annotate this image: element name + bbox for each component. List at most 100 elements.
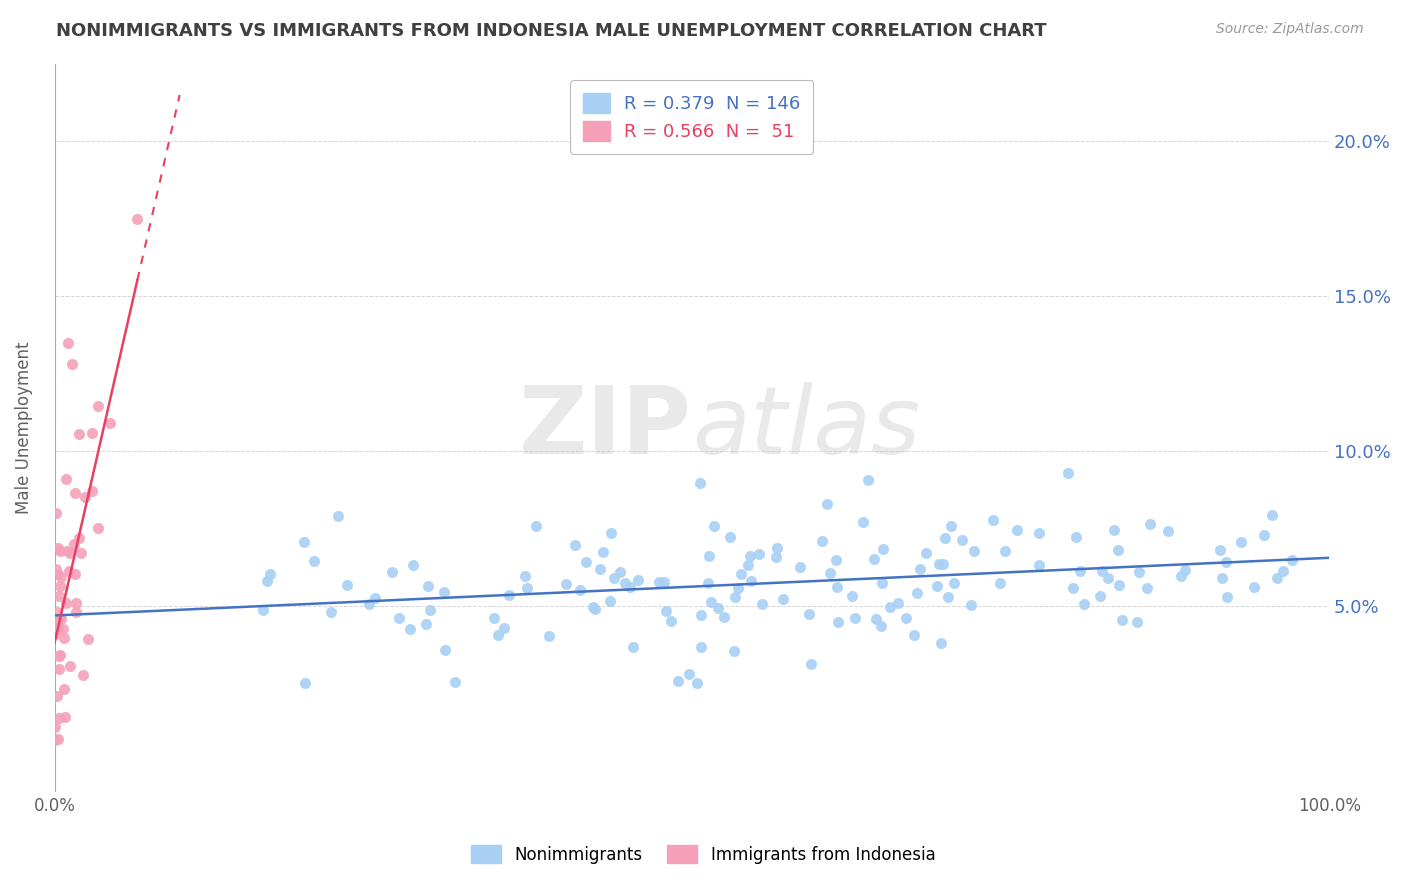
Point [931,557,953,571]
Point [1243,580,1265,594]
Point [65,605,87,619]
Point [1097,571,1119,585]
Point [841,589,863,603]
Point [696,576,718,591]
Point [934,531,956,545]
Point [75,490,97,504]
Point [60,358,83,372]
Point [127,211,149,226]
Point [703,519,725,533]
Point [686,676,709,690]
Point [1215,555,1237,569]
Point [515,569,537,583]
Point [1139,517,1161,532]
Point [844,611,866,625]
Point [336,577,359,591]
Point [44,720,66,734]
Point [1173,563,1195,577]
Point [648,575,671,590]
Point [950,533,973,547]
Point [1005,523,1028,537]
Point [1107,543,1129,558]
Point [55,472,77,486]
Point [865,612,887,626]
Point [1108,578,1130,592]
Point [444,675,467,690]
Y-axis label: Male Unemployment: Male Unemployment [15,342,32,514]
Point [398,622,420,636]
Point [388,611,411,625]
Point [433,584,456,599]
Point [48,589,70,603]
Point [981,513,1004,527]
Point [870,575,893,590]
Point [1088,589,1111,603]
Point [740,574,762,588]
Point [960,598,983,612]
Point [1128,565,1150,579]
Point [45,562,67,576]
Point [524,518,547,533]
Point [44,733,66,747]
Point [879,600,901,615]
Point [852,515,875,529]
Point [402,558,425,572]
Point [766,541,789,555]
Legend: Nonimmigrants, Immigrants from Indonesia: Nonimmigrants, Immigrants from Indonesia [464,838,942,871]
Point [666,674,689,689]
Point [357,597,380,611]
Point [903,628,925,642]
Point [1102,523,1125,537]
Point [872,541,894,556]
Point [907,586,929,600]
Point [52,622,75,636]
Point [87,400,110,414]
Point [723,644,745,658]
Point [1091,564,1114,578]
Point [894,611,917,625]
Point [53,632,76,646]
Point [252,603,274,617]
Point [49,543,72,558]
Point [690,640,713,655]
Point [49,570,72,584]
Point [46,621,69,635]
Point [689,608,711,623]
Point [63,486,86,500]
Point [53,681,76,696]
Point [63,537,86,551]
Point [65,596,87,610]
Point [1261,508,1284,523]
Point [45,506,67,520]
Point [70,546,93,560]
Point [418,579,440,593]
Point [48,579,70,593]
Point [48,612,70,626]
Point [824,553,846,567]
Point [321,605,343,619]
Point [492,621,515,635]
Point [1111,613,1133,627]
Point [936,590,959,604]
Point [740,549,762,563]
Point [48,648,70,663]
Point [433,643,456,657]
Point [963,544,986,558]
Point [928,557,950,571]
Point [1281,553,1303,567]
Point [589,562,612,576]
Point [55,596,77,610]
Text: NONIMMIGRANTS VS IMMIGRANTS FROM INDONESIA MALE UNEMPLOYMENT CORRELATION CHART: NONIMMIGRANTS VS IMMIGRANTS FROM INDONES… [56,22,1047,40]
Point [364,591,387,605]
Point [599,525,621,540]
Legend: R = 0.379  N = 146, R = 0.566  N =  51: R = 0.379 N = 146, R = 0.566 N = 51 [571,80,813,153]
Point [59,659,82,673]
Point [943,576,966,591]
Point [80,425,103,440]
Point [599,594,621,608]
Point [581,599,603,614]
Point [1069,564,1091,578]
Point [713,610,735,624]
Point [724,590,747,604]
Point [609,565,631,579]
